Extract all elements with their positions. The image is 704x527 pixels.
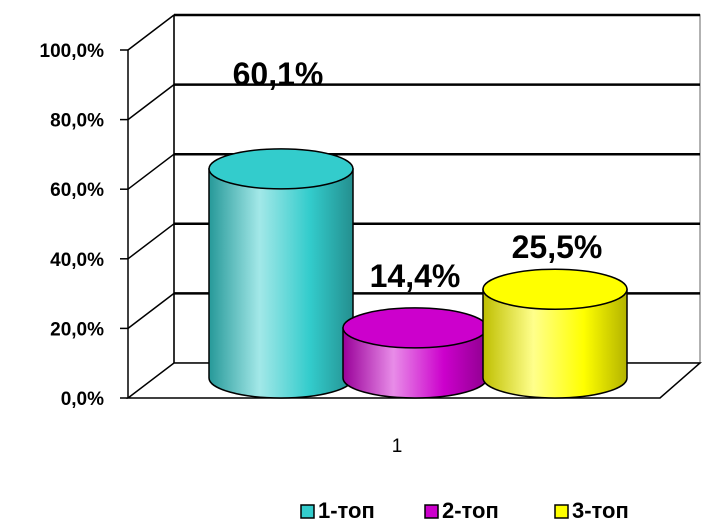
legend-label-3: 3-топ — [572, 498, 629, 523]
y-tick-label: 0,0% — [61, 389, 104, 410]
gridline-diagonal — [127, 223, 175, 260]
data-label-3: 25,5% — [512, 229, 603, 265]
bar-top-1 — [208, 148, 354, 190]
gridline-diagonal — [127, 14, 175, 51]
gridline-diagonal — [127, 292, 175, 329]
gridline-diagonal — [127, 153, 175, 190]
y-tick-label: 20,0% — [50, 319, 104, 340]
bar-top-3 — [482, 268, 628, 311]
bar-1 — [208, 168, 354, 399]
data-label-2: 14,4% — [370, 258, 461, 294]
y-tick-label: 80,0% — [50, 111, 104, 132]
bar-3 — [482, 288, 628, 399]
legend-swatch-3 — [554, 504, 569, 519]
x-tick-label: 1 — [392, 436, 403, 457]
legend-label-2: 2-топ — [442, 498, 499, 523]
legend-swatch-1 — [300, 504, 315, 519]
gridline-diagonal — [127, 84, 175, 121]
bar-top-2 — [342, 307, 488, 349]
y-tick-label: 40,0% — [50, 250, 104, 271]
y-tick-label: 100,0% — [40, 41, 105, 62]
legend-swatch-2 — [424, 504, 439, 519]
y-tick-label: 60,0% — [50, 180, 104, 201]
legend-label-1: 1-топ — [318, 498, 375, 523]
data-label-1: 60,1% — [233, 56, 324, 92]
